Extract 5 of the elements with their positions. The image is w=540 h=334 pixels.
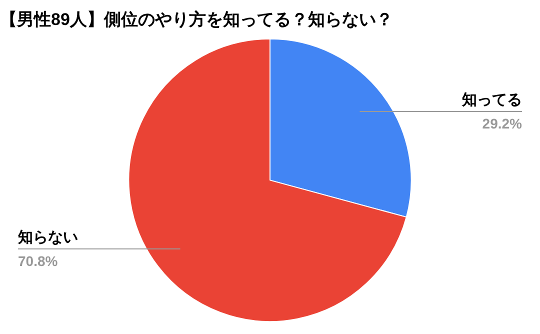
data-label: 29.2% — [482, 115, 523, 132]
slice-label: 知らない — [17, 228, 78, 246]
data-label: 70.8% — [18, 252, 58, 269]
chart-title: 【男性89人】側位のやり方を知ってる？知らない？ — [0, 10, 393, 29]
slice-label: 知ってる — [461, 91, 522, 108]
